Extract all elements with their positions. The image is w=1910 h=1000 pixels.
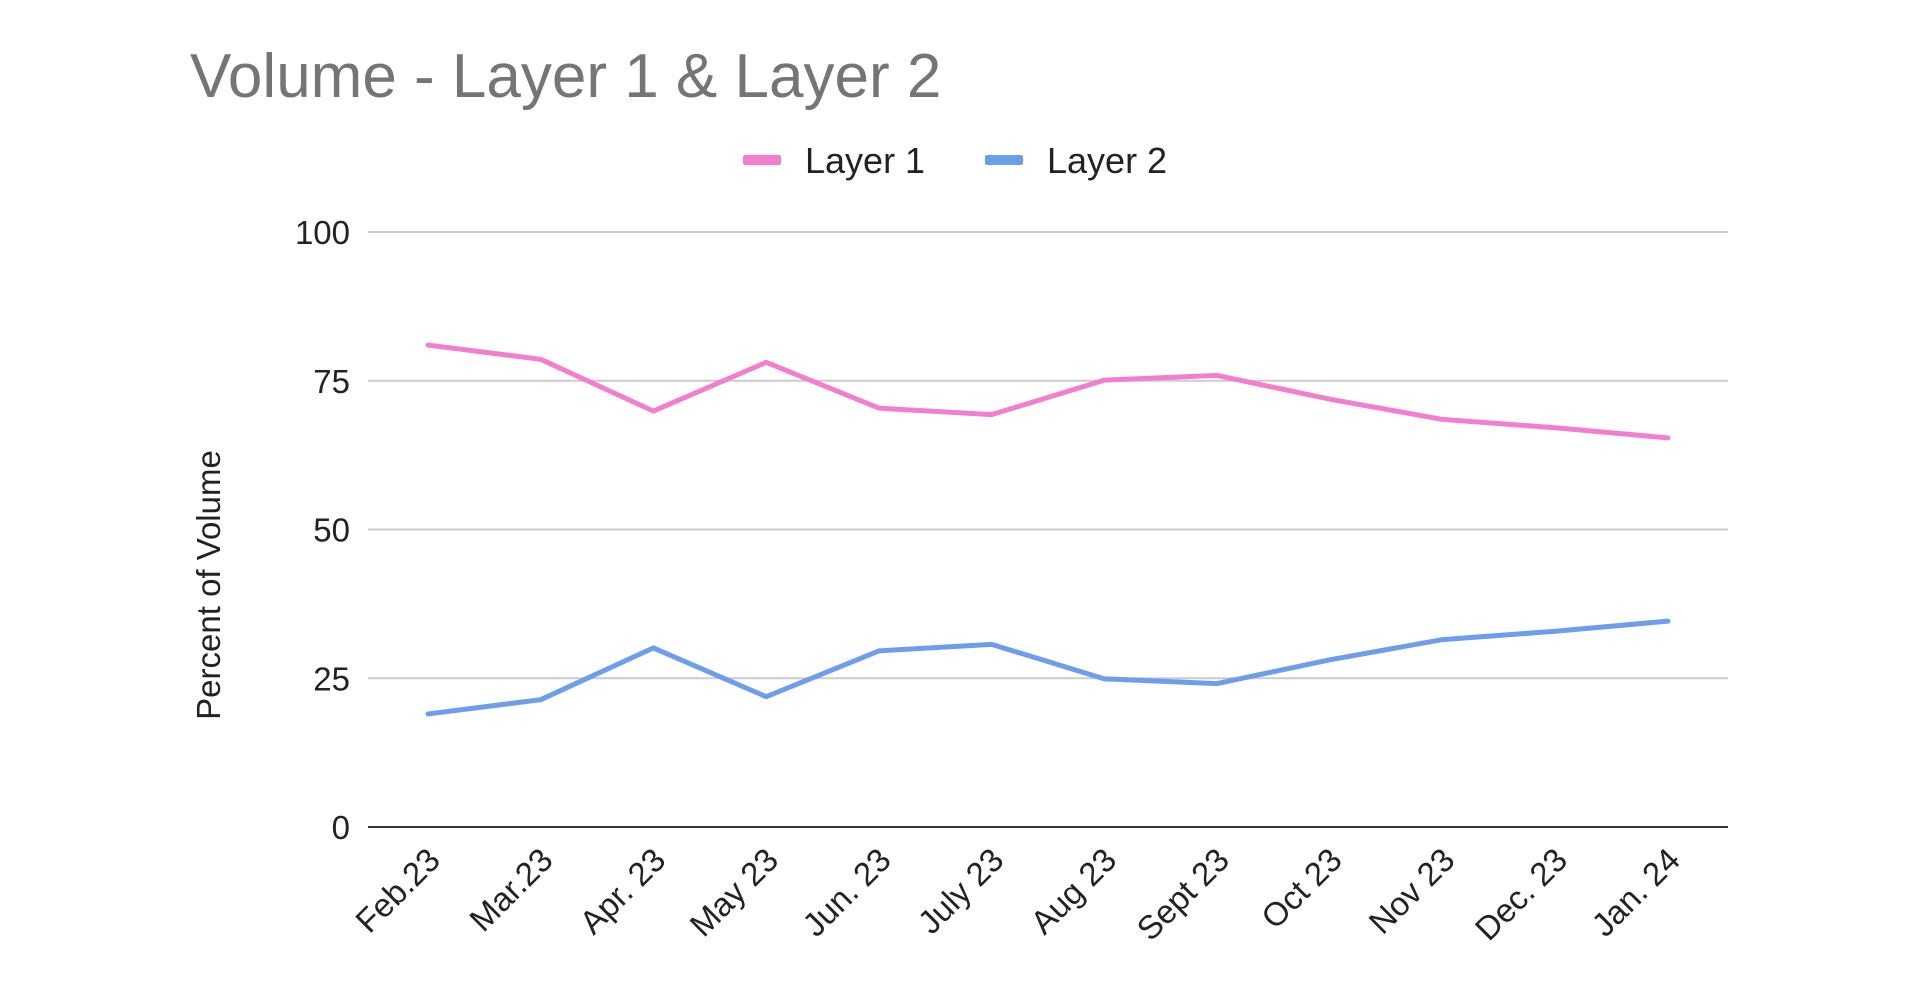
y-axis-title: Percent of Volume [190, 450, 227, 720]
y-tick-label: 75 [313, 363, 350, 400]
y-tick-label: 100 [295, 214, 350, 251]
series-line-layer-2 [425, 618, 1671, 717]
x-tick-label: Nov 23 [1361, 841, 1461, 941]
y-tick-labels: 0 25 50 75 100 [295, 214, 350, 846]
x-tick-label: July 23 [910, 841, 1010, 941]
x-tick-labels: Feb.23 Mar.23 Apr. 23 May 23 Jun. 23 July 23 A… [348, 841, 1687, 948]
x-tick-label: Jun. 23 [795, 841, 898, 944]
legend-label-layer-1: Layer 1 [805, 140, 925, 181]
y-tick-label: 0 [332, 809, 350, 846]
legend-swatch-layer-1 [743, 155, 781, 165]
x-tick-label: May 23 [682, 841, 785, 944]
series-line-layer-1 [425, 342, 1671, 441]
y-tick-label: 25 [313, 660, 350, 697]
x-tick-label: Feb.23 [348, 841, 447, 940]
x-tick-label: Aug 23 [1023, 841, 1123, 941]
legend-swatch-layer-2 [985, 155, 1023, 165]
legend-label-layer-2: Layer 2 [1047, 140, 1167, 181]
x-tick-label: Apr. 23 [572, 841, 672, 941]
x-tick-label: Jan. 24 [1584, 841, 1687, 944]
x-tick-label: Sept 23 [1129, 841, 1236, 948]
series-lines [425, 342, 1671, 717]
y-tick-label: 50 [313, 512, 350, 549]
gridlines [368, 231, 1728, 828]
chart-title: Volume - Layer 1 & Layer 2 [190, 42, 941, 111]
x-tick-label: Oct 23 [1254, 841, 1349, 936]
x-tick-label: Dec. 23 [1468, 841, 1575, 948]
x-tick-label: Mar.23 [462, 841, 560, 939]
legend: Layer 1 Layer 2 [743, 140, 1167, 181]
